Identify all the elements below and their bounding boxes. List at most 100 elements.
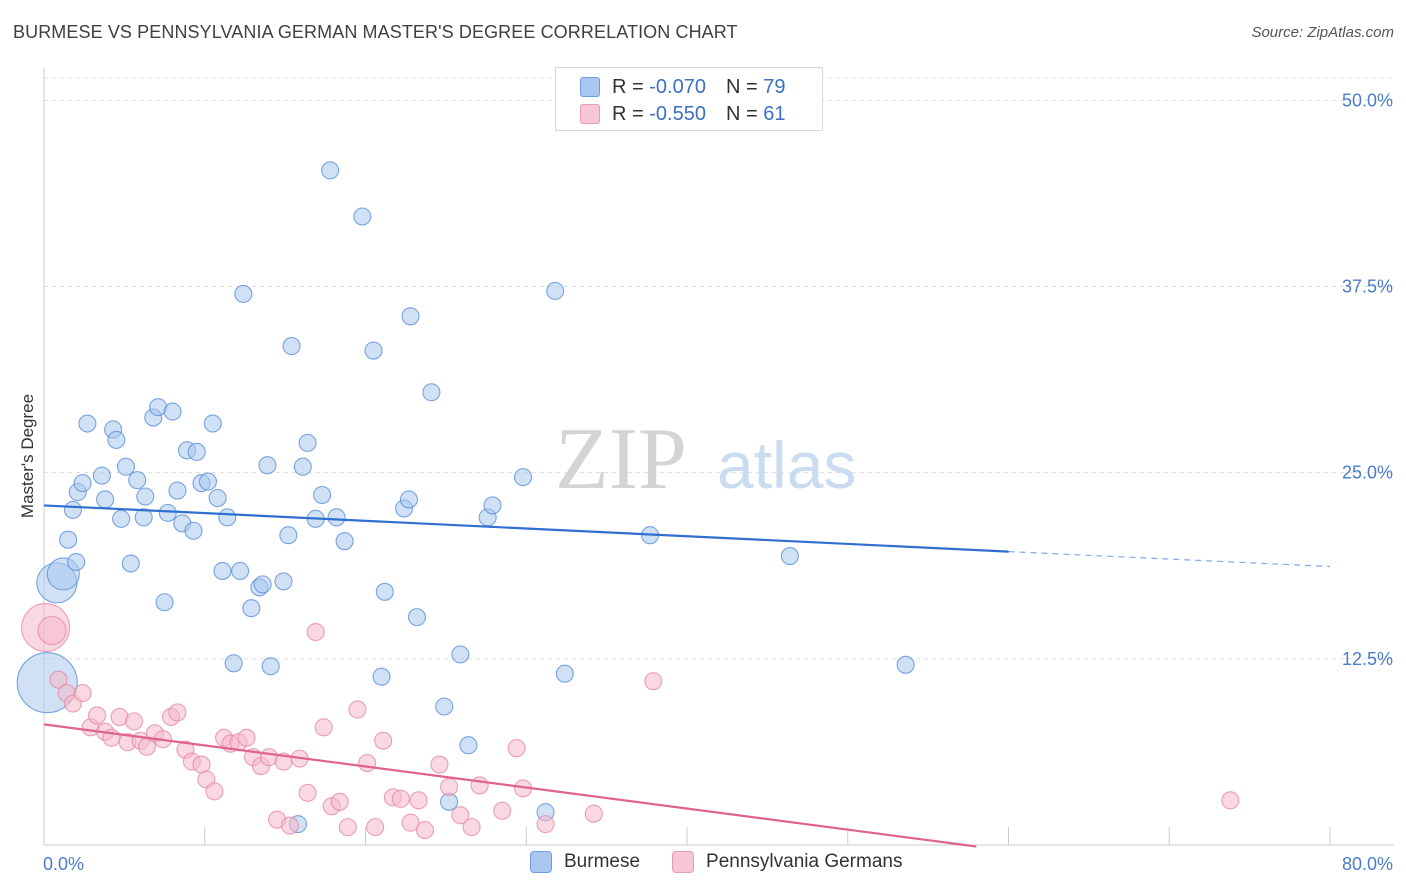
point-pennsylvania-germans xyxy=(348,700,367,719)
point-burmese xyxy=(253,575,272,594)
point-burmese xyxy=(242,599,261,618)
legend-swatch-burmese xyxy=(580,77,600,97)
point-burmese xyxy=(184,521,203,540)
point-burmese xyxy=(780,547,799,566)
legend-n-label: N = xyxy=(725,102,758,125)
point-pennsylvania-germans xyxy=(409,791,428,810)
point-burmese xyxy=(213,561,232,581)
point-pennsylvania-germans xyxy=(391,789,410,808)
point-pennsylvania-germans xyxy=(87,706,107,725)
point-pennsylvania-germans xyxy=(298,783,317,802)
point-burmese xyxy=(163,402,182,421)
point-burmese xyxy=(258,456,277,475)
trend-line-pennsylvania-germans xyxy=(43,723,977,848)
point-burmese xyxy=(155,593,174,612)
point-burmese xyxy=(63,500,82,519)
point-pennsylvania-germans xyxy=(73,684,92,703)
legend-item-burmese[interactable]: Burmese xyxy=(530,851,640,873)
point-pennsylvania-germans xyxy=(430,755,449,774)
series-legend: Burmese Pennsylvania Germans xyxy=(530,851,934,873)
watermark-atlas: atlas xyxy=(717,428,856,502)
legend-label-burmese: Burmese xyxy=(564,851,641,872)
legend-r-label: R = xyxy=(612,75,644,98)
point-burmese xyxy=(234,284,253,304)
y-tick-label: 50.0% xyxy=(1342,90,1393,110)
tick-labels: 12.5% 25.0% 37.5% 50.0% 0.0% 80.0% xyxy=(43,90,1393,874)
point-burmese xyxy=(112,509,131,528)
point-burmese xyxy=(435,697,454,716)
point-burmese xyxy=(261,657,280,676)
point-burmese xyxy=(353,207,372,226)
point-burmese xyxy=(372,667,391,686)
legend-swatch-pennsylvania-germans xyxy=(672,851,695,873)
point-burmese xyxy=(513,468,533,487)
point-pennsylvania-germans xyxy=(124,712,144,731)
point-pennsylvania-germans xyxy=(374,731,393,750)
legend-r-value: -0.070 xyxy=(649,75,706,98)
point-pennsylvania-germans xyxy=(1221,791,1240,810)
point-burmese xyxy=(459,736,478,755)
point-burmese xyxy=(158,503,177,522)
x-tick-label: 0.0% xyxy=(43,854,84,874)
point-burmese xyxy=(546,281,565,301)
chart-source: Source: ZipAtlas.com xyxy=(1251,24,1394,41)
legend-row-pennsylvania-germans: R = -0.550 N = 61 xyxy=(580,101,785,127)
point-pennsylvania-germans xyxy=(401,813,420,832)
point-burmese xyxy=(96,490,115,509)
point-pennsylvania-germans xyxy=(205,782,224,801)
y-axis-label: Master's Degree xyxy=(18,394,37,518)
point-burmese xyxy=(187,442,206,461)
point-pennsylvania-germans xyxy=(168,703,187,722)
point-pennsylvania-germans xyxy=(306,622,325,642)
point-burmese xyxy=(364,341,383,360)
point-pennsylvania-germans xyxy=(451,806,470,825)
trend-line-burmese-extension xyxy=(1008,551,1331,568)
point-pennsylvania-germans xyxy=(470,776,489,795)
point-pennsylvania-germans xyxy=(462,818,481,837)
point-burmese xyxy=(92,466,111,485)
point-pennsylvania-germans xyxy=(314,718,333,737)
point-burmese xyxy=(274,572,293,591)
point-burmese xyxy=(282,337,301,356)
point-burmese xyxy=(451,645,470,664)
point-burmese xyxy=(78,414,97,433)
point-burmese xyxy=(116,457,136,476)
legend-n-label: N = xyxy=(725,75,758,98)
data-points xyxy=(16,161,1240,840)
legend-n-value: 79 xyxy=(763,75,786,98)
point-burmese xyxy=(224,654,243,673)
point-burmese xyxy=(555,664,574,683)
point-burmese xyxy=(134,508,153,527)
point-burmese xyxy=(59,530,78,549)
legend-r-value: -0.550 xyxy=(649,102,706,125)
legend-label-pennsylvania-germans: Pennsylvania Germans xyxy=(706,851,903,872)
point-pennsylvania-germans xyxy=(338,818,357,837)
watermark: ZIP atlas xyxy=(555,411,856,508)
point-pennsylvania-germans xyxy=(37,615,67,646)
point-pennsylvania-germans xyxy=(507,739,526,758)
point-burmese xyxy=(483,496,502,515)
chart-title: BURMESE VS PENNSYLVANIA GERMAN MASTER'S … xyxy=(13,22,738,42)
point-burmese xyxy=(107,430,126,449)
correlation-legend: R = -0.070 N = 79 R = -0.550 N = 61 xyxy=(555,67,823,131)
point-pennsylvania-germans xyxy=(330,792,349,811)
point-burmese xyxy=(896,655,915,674)
point-burmese xyxy=(327,508,346,527)
legend-item-pennsylvania-germans[interactable]: Pennsylvania Germans xyxy=(672,851,902,873)
point-burmese xyxy=(399,490,418,509)
point-burmese xyxy=(73,474,92,493)
point-burmese xyxy=(375,582,394,601)
point-pennsylvania-germans xyxy=(536,815,555,834)
legend-row-burmese: R = -0.070 N = 79 xyxy=(580,74,785,100)
point-pennsylvania-germans xyxy=(280,816,299,835)
point-pennsylvania-germans xyxy=(493,801,512,820)
point-burmese xyxy=(231,561,250,581)
trend-lines xyxy=(43,504,1331,848)
point-burmese xyxy=(121,554,140,573)
trend-line-burmese xyxy=(43,504,1009,553)
point-burmese xyxy=(313,485,332,505)
legend-n-value: 61 xyxy=(763,102,786,125)
point-burmese xyxy=(67,552,86,572)
point-burmese xyxy=(279,526,298,545)
